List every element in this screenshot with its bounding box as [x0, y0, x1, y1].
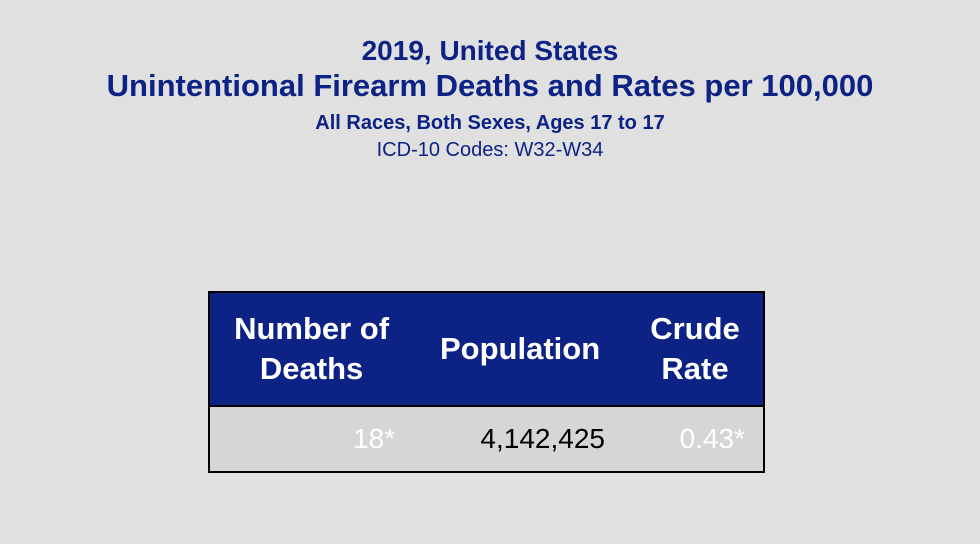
report-icd-codes: ICD-10 Codes: W32-W34 [376, 139, 604, 161]
cell-population-value: 4,142,425 [413, 406, 627, 472]
column-header-population-label: Population [439, 331, 601, 366]
column-header-deaths-line2: Deaths [259, 351, 364, 386]
report-title: Unintentional Firearm Deaths and Rates p… [106, 68, 874, 103]
table-header-row: Number of Deaths Population Crude Rate [209, 292, 764, 407]
column-header-deaths: Number of Deaths [209, 292, 414, 407]
column-header-rate-line2: Rate [661, 351, 729, 386]
report-subtitle-demographics: All Races, Both Sexes, Ages 17 to 17 [315, 112, 665, 134]
cell-deaths-value: 18* [209, 406, 414, 472]
column-header-deaths-line1: Number of [234, 311, 390, 346]
column-header-rate: Crude Rate [626, 292, 764, 407]
cell-rate-value: 0.43* [626, 406, 764, 472]
report-title-year-location: 2019, United States [361, 35, 619, 66]
report-header: 2019, United States Unintentional Firear… [0, 0, 980, 162]
stats-table: Number of Deaths Population Crude Rate 1… [208, 291, 765, 473]
column-header-rate-line1: Crude [650, 311, 740, 346]
table-row: 18* 4,142,425 0.43* [209, 406, 764, 472]
column-header-population: Population [413, 292, 627, 407]
